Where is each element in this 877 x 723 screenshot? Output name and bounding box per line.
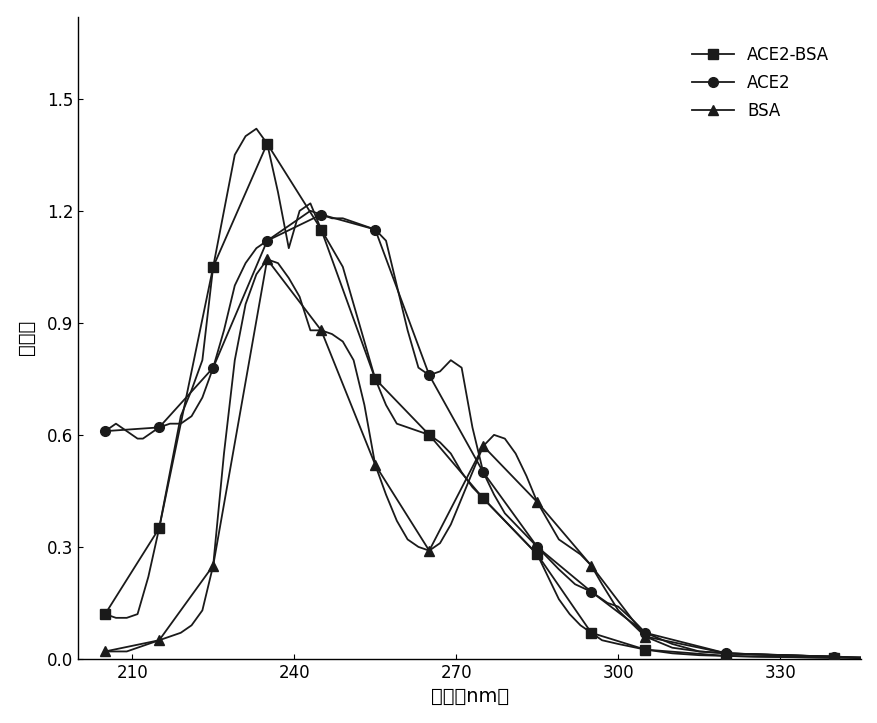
BSA — [639, 632, 650, 641]
BSA — [720, 649, 731, 658]
ACE2 — [369, 225, 380, 234]
BSA — [477, 442, 488, 450]
X-axis label: 波长（nm）: 波长（nm） — [431, 688, 508, 706]
Line: ACE2: ACE2 — [100, 210, 838, 662]
ACE2 — [100, 427, 111, 435]
ACE2 — [208, 364, 218, 372]
ACE2-BSA — [639, 645, 650, 654]
ACE2-BSA — [424, 430, 434, 439]
ACE2 — [477, 468, 488, 476]
BSA — [369, 461, 380, 469]
ACE2 — [316, 210, 326, 219]
Legend: ACE2-BSA, ACE2, BSA: ACE2-BSA, ACE2, BSA — [683, 38, 837, 129]
ACE2 — [639, 628, 650, 637]
ACE2 — [828, 652, 838, 661]
BSA — [316, 326, 326, 335]
BSA — [100, 647, 111, 656]
ACE2-BSA — [477, 494, 488, 502]
ACE2-BSA — [531, 550, 542, 559]
Y-axis label: 吸光値: 吸光値 — [17, 320, 36, 356]
ACE2-BSA — [153, 524, 164, 533]
Line: ACE2-BSA: ACE2-BSA — [100, 139, 838, 663]
BSA — [153, 636, 164, 645]
Line: BSA: BSA — [100, 254, 838, 662]
ACE2-BSA — [720, 651, 731, 660]
ACE2-BSA — [316, 225, 326, 234]
ACE2 — [261, 236, 272, 245]
ACE2-BSA — [208, 262, 218, 271]
ACE2-BSA — [100, 609, 111, 618]
BSA — [208, 561, 218, 570]
ACE2 — [585, 587, 595, 596]
BSA — [828, 652, 838, 661]
BSA — [424, 547, 434, 555]
BSA — [585, 561, 595, 570]
BSA — [531, 497, 542, 506]
ACE2 — [424, 371, 434, 380]
ACE2 — [531, 542, 542, 551]
BSA — [261, 255, 272, 264]
ACE2-BSA — [828, 654, 838, 662]
ACE2 — [720, 649, 731, 658]
ACE2-BSA — [261, 140, 272, 148]
ACE2-BSA — [369, 375, 380, 383]
ACE2-BSA — [585, 628, 595, 637]
ACE2 — [153, 423, 164, 432]
